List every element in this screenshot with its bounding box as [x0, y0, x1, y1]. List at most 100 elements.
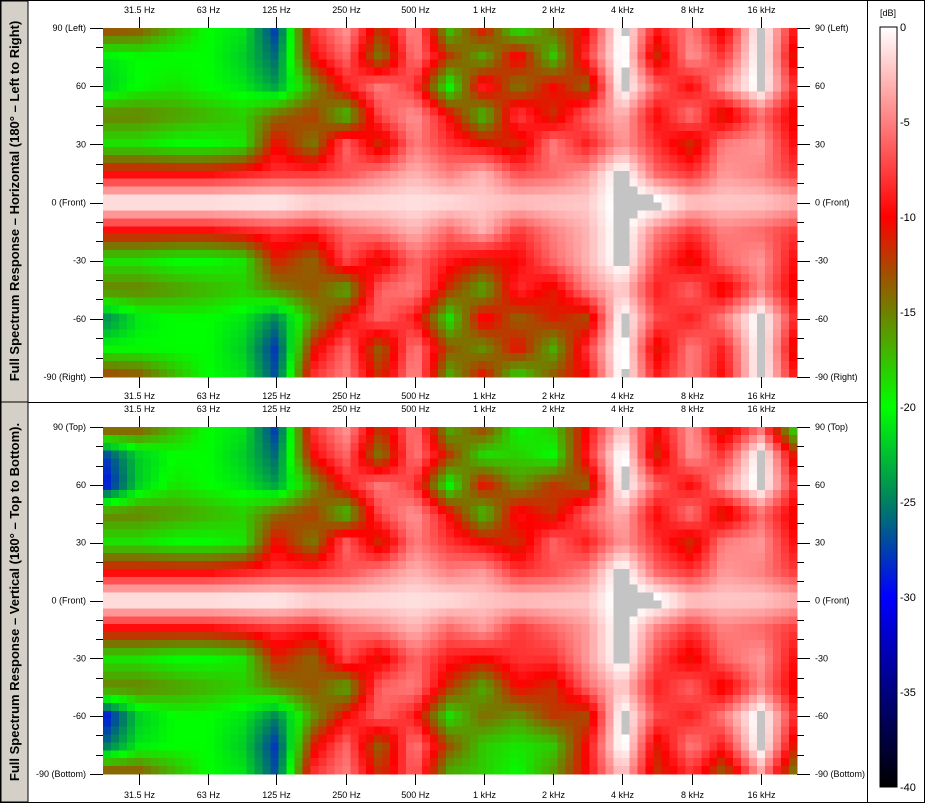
heatmap-cell: [310, 265, 319, 275]
heatmap-cell: [103, 202, 112, 212]
heatmap-cell: [629, 234, 639, 243]
heatmap-cell: [573, 497, 583, 507]
heatmap-cell: [366, 497, 375, 507]
heatmap-cell: [374, 513, 383, 523]
heatmap-cell: [422, 162, 431, 172]
heatmap-cell: [645, 329, 655, 338]
heatmap-cell: [557, 313, 567, 323]
heatmap-cell: [709, 131, 718, 140]
heatmap-cell: [382, 321, 391, 331]
heatmap-cell: [374, 83, 383, 93]
heatmap-cell: [398, 273, 407, 283]
heatmap-cell: [134, 51, 144, 61]
heatmap-cell: [477, 139, 487, 148]
x-tick-label-top: 1 kHz: [473, 5, 497, 15]
heatmap-cell: [581, 75, 591, 85]
heatmap-cell: [661, 273, 670, 283]
heatmap-cell: [533, 273, 543, 283]
heatmap-cell: [693, 234, 702, 243]
heatmap-cell: [398, 458, 407, 468]
heatmap-cell: [438, 265, 447, 275]
heatmap-cell: [733, 281, 742, 291]
heatmap-cell: [238, 210, 248, 219]
heatmap-cell: [461, 289, 471, 299]
heatmap-cell: [709, 289, 718, 299]
heatmap-cell: [637, 250, 647, 259]
heatmap-cell: [318, 427, 327, 436]
heatmap-cell: [757, 186, 766, 196]
heatmap-cell: [222, 51, 232, 61]
heatmap-cell: [390, 258, 399, 267]
heatmap-cell: [693, 297, 702, 307]
heatmap-cell: [318, 226, 327, 235]
heatmap-cell: [302, 321, 312, 331]
heatmap-cell: [509, 67, 519, 77]
heatmap-cell: [597, 226, 607, 235]
heatmap-cell: [110, 313, 120, 323]
heatmap-cell: [350, 329, 359, 338]
heatmap-cell: [637, 313, 647, 323]
heatmap-cell: [461, 162, 471, 172]
heatmap-cell: [517, 115, 527, 124]
heatmap-cell: [613, 99, 623, 108]
heatmap-cell: [318, 265, 327, 275]
heatmap-cell: [142, 281, 152, 291]
heatmap-cell: [214, 59, 224, 69]
heatmap-cell: [477, 226, 487, 235]
heatmap-cell: [254, 450, 264, 460]
heatmap-cell: [446, 83, 455, 93]
heatmap-cell: [103, 75, 112, 85]
heatmap-cell: [150, 75, 160, 85]
heatmap-cell: [142, 226, 152, 235]
heatmap-cell: [326, 186, 335, 196]
heatmap-cell: [581, 83, 591, 93]
heatmap-cell: [533, 28, 543, 37]
heatmap-cell: [789, 305, 798, 315]
heatmap-cell: [294, 353, 304, 362]
heatmap-cell: [190, 273, 200, 283]
heatmap-cell: [597, 361, 607, 370]
heatmap-cell: [118, 234, 128, 243]
heatmap-cell: [717, 226, 726, 235]
heatmap-cell: [103, 139, 112, 148]
heatmap-cell: [262, 51, 272, 61]
heatmap-cell: [701, 59, 710, 69]
heatmap-cell: [525, 265, 535, 275]
heatmap-cell: [398, 434, 407, 444]
heatmap-cell: [246, 139, 256, 148]
heatmap-cell: [757, 123, 766, 132]
heatmap-cell: [182, 75, 192, 85]
heatmap-cell: [366, 450, 375, 460]
heatmap-cell: [661, 146, 670, 156]
heatmap-cell: [326, 67, 335, 77]
heatmap-cell: [286, 321, 296, 331]
heatmap-cell: [318, 474, 327, 483]
heatmap-cell: [238, 43, 248, 53]
heatmap-cell: [661, 43, 670, 53]
heatmap-cell: [414, 107, 423, 116]
heatmap-cell: [270, 154, 280, 164]
heatmap-cell: [733, 434, 742, 444]
heatmap-cell: [477, 51, 487, 61]
heatmap-cell: [422, 35, 431, 45]
heatmap-cell: [246, 43, 256, 53]
heatmap-cell: [509, 281, 519, 291]
heatmap-cell: [134, 297, 144, 307]
heatmap-cell: [541, 345, 551, 354]
heatmap-cell: [613, 450, 623, 460]
heatmap-cell: [725, 178, 734, 188]
heatmap-cell: [469, 210, 479, 219]
heatmap-cell: [446, 59, 455, 69]
heatmap-cell: [142, 234, 152, 243]
heatmap-cell: [621, 170, 631, 180]
heatmap-cell: [278, 297, 288, 307]
heatmap-cell: [629, 202, 639, 212]
heatmap-cell: [789, 345, 798, 354]
heatmap-cell: [485, 210, 495, 219]
heatmap-cell: [103, 297, 112, 307]
heatmap-cell: [517, 250, 527, 259]
heatmap-cell: [174, 83, 184, 93]
heatmap-cell: [637, 115, 647, 124]
heatmap-cell: [438, 162, 447, 172]
heatmap-cell: [533, 442, 543, 452]
